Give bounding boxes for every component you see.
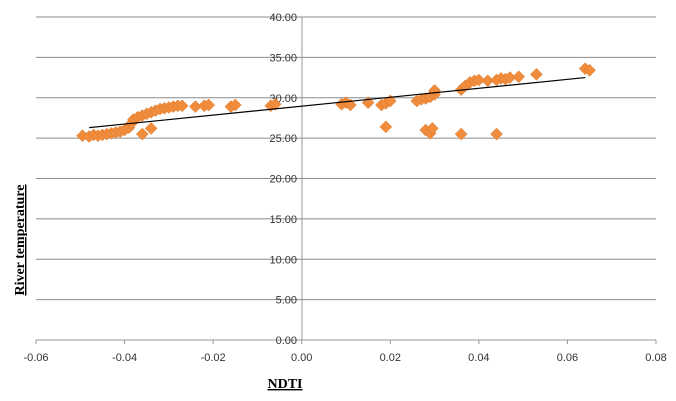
x-tick-labels: -0.06 -0.04 -0.02 0.00 0.02 0.04 0.06 0.08 <box>23 340 667 364</box>
y-tick-label: 10.00 <box>269 254 297 266</box>
y-tick-label: 0.00 <box>276 335 297 347</box>
y-tick-label: 25.00 <box>269 133 297 145</box>
trendline <box>89 76 586 129</box>
data-point <box>268 97 282 111</box>
y-tick-label: 35.00 <box>269 52 297 64</box>
data-point <box>175 99 189 113</box>
data-point <box>530 67 543 81</box>
data-point <box>379 120 393 134</box>
x-tick-label: 0.02 <box>380 352 401 364</box>
data-point <box>512 70 526 84</box>
data-point <box>228 98 242 112</box>
axes <box>36 17 656 341</box>
x-tick-label: 0.00 <box>291 352 312 364</box>
data-point <box>144 122 158 135</box>
data-point <box>583 63 596 77</box>
y-tick-label: 20.00 <box>269 174 297 186</box>
data-point <box>426 122 439 135</box>
x-tick-label: 0.06 <box>557 352 578 364</box>
y-tick-label: 40.00 <box>269 12 297 24</box>
x-tick-label: -0.06 <box>23 352 48 364</box>
data-point <box>490 127 503 141</box>
y-tick-labels: 0.005.0010.0015.0020.0025.0030.0035.0040… <box>269 12 297 347</box>
data-point <box>361 96 375 109</box>
y-tick-label: 15.00 <box>269 214 297 226</box>
x-axis-title: NDTI <box>267 377 302 392</box>
data-point <box>135 127 149 141</box>
y-tick-label: 5.00 <box>276 295 297 307</box>
y-axis-title: River temperature <box>13 184 28 295</box>
grid-lines <box>36 16 656 301</box>
data-points <box>76 62 596 143</box>
x-tick-label: -0.02 <box>201 352 226 364</box>
data-point <box>472 73 486 87</box>
x-tick-label: -0.04 <box>112 352 137 364</box>
x-tick-label: 0.04 <box>468 352 489 364</box>
x-tick-label: 0.08 <box>645 352 666 364</box>
data-point <box>202 98 216 112</box>
data-point <box>454 127 468 141</box>
